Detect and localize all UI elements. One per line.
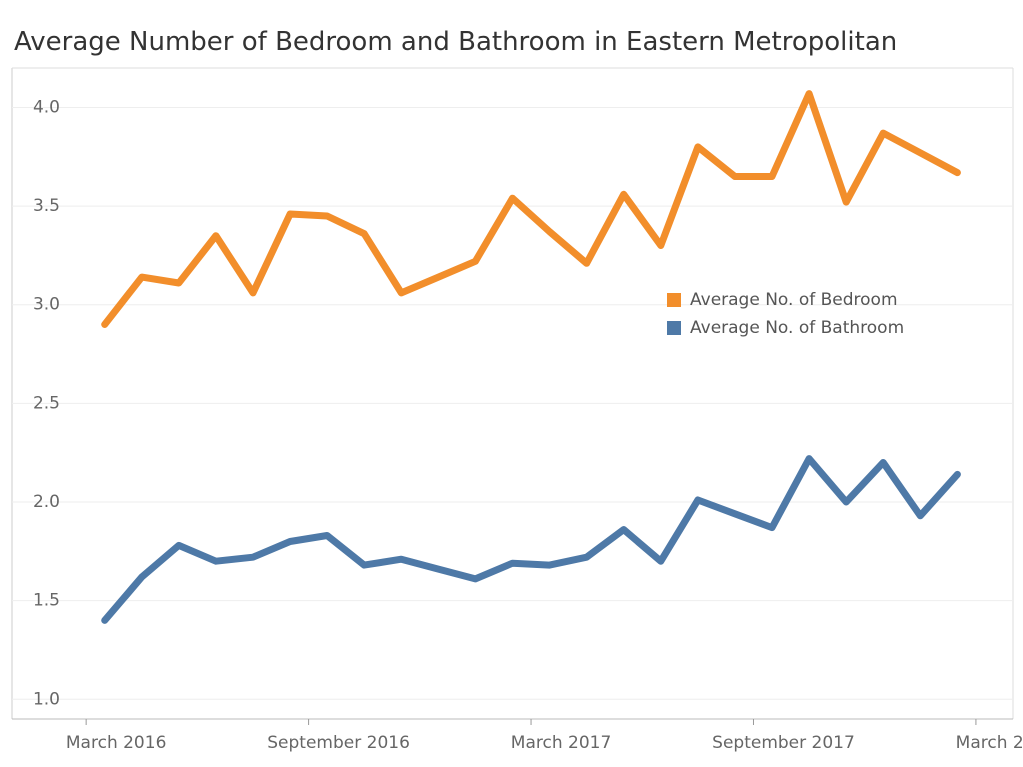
chart-title: Average Number of Bedroom and Bathroom i… bbox=[14, 27, 897, 57]
legend-swatch bbox=[667, 293, 681, 307]
x-tick-label: September 2016 bbox=[267, 733, 410, 753]
legend-label: Average No. of Bathroom bbox=[690, 318, 904, 338]
legend-swatch bbox=[667, 321, 681, 335]
y-tick-label: 4.0 bbox=[33, 97, 60, 117]
y-tick-label: 3.5 bbox=[33, 196, 60, 216]
y-tick-label: 2.5 bbox=[33, 393, 60, 413]
y-tick-label: 1.0 bbox=[33, 689, 60, 709]
legend-label: Average No. of Bedroom bbox=[690, 290, 898, 310]
y-tick-label: 3.0 bbox=[33, 295, 60, 315]
y-tick-label: 1.5 bbox=[33, 591, 60, 611]
series-line bbox=[101, 90, 961, 328]
x-tick-label: March 2017 bbox=[511, 733, 612, 753]
x-tick-label: March 2016 bbox=[66, 733, 167, 753]
y-tick-label: 2.0 bbox=[33, 492, 60, 512]
x-tick-label: March 2018 bbox=[956, 733, 1023, 753]
series-line bbox=[101, 455, 961, 624]
x-tick-label: September 2017 bbox=[712, 733, 855, 753]
